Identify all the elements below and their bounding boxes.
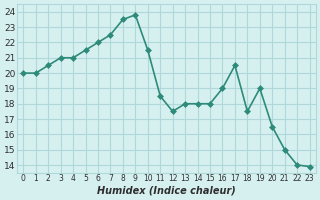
X-axis label: Humidex (Indice chaleur): Humidex (Indice chaleur) [97, 186, 236, 196]
